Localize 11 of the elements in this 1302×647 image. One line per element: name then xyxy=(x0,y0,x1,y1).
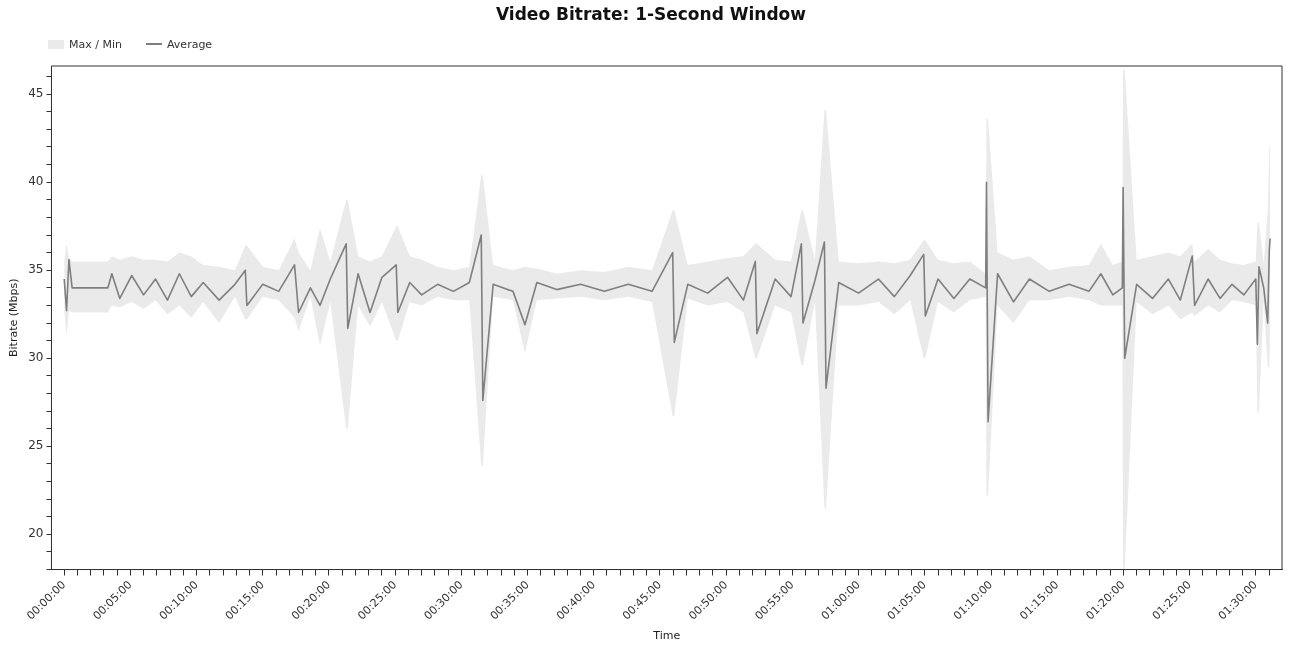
y-tick-label: 30 xyxy=(28,350,44,365)
y-tick-label: 40 xyxy=(28,174,44,189)
y-tick-label: 45 xyxy=(28,86,44,101)
chart-title: Video Bitrate: 1-Second Window xyxy=(495,4,807,26)
text: Max / Min xyxy=(69,37,122,51)
legend-label: Average xyxy=(166,37,213,51)
y-tick-label: 20 xyxy=(28,526,44,541)
y-tick-label: 35 xyxy=(28,262,44,277)
y-axis-title: Bitrate (Mbps) xyxy=(7,278,21,358)
x-axis-title: Time xyxy=(652,629,681,643)
y-tick-label: 25 xyxy=(28,438,44,453)
